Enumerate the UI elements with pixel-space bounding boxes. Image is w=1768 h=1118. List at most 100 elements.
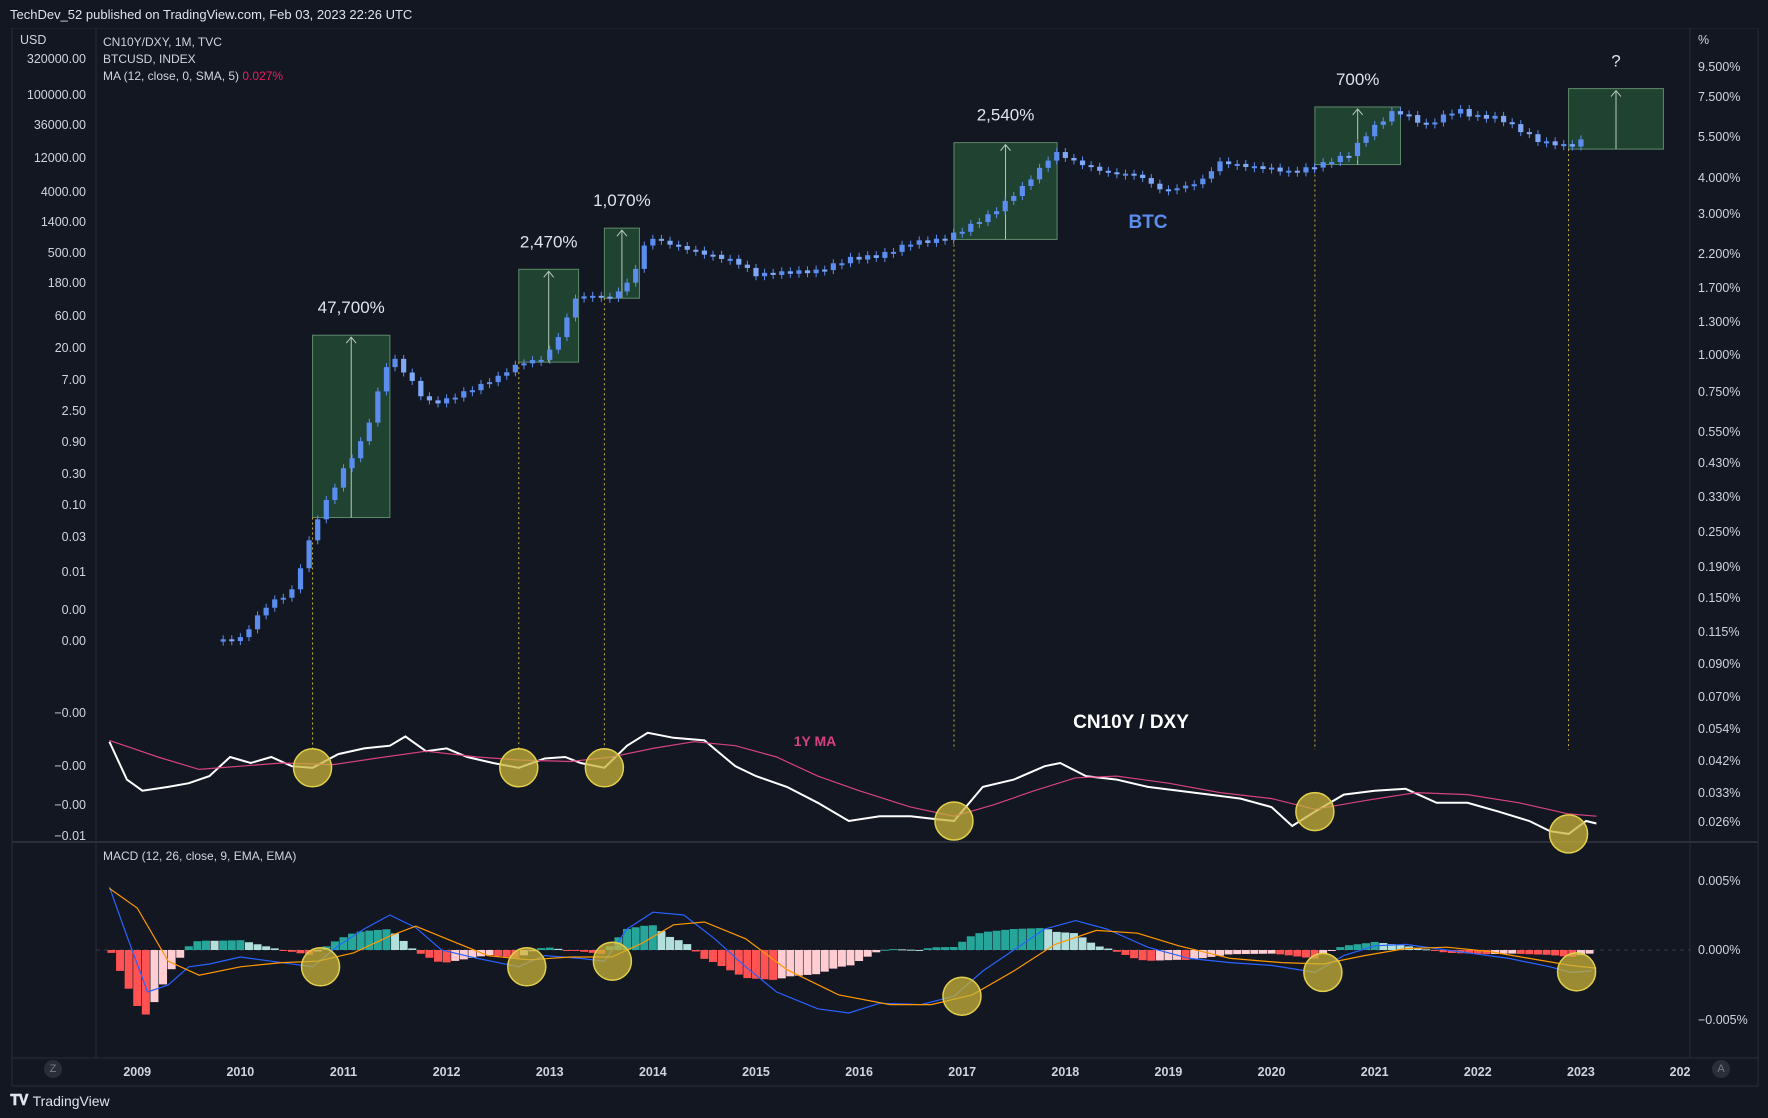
macd-histogram-bar	[1009, 929, 1018, 950]
macd-histogram-bar	[141, 950, 150, 1015]
btc-candle	[1492, 115, 1498, 119]
btc-candle	[1552, 141, 1558, 146]
gain-label: 2,540%	[977, 106, 1035, 125]
ratio-signal-circle	[292, 748, 333, 788]
left-axis-tick: 100000.00	[27, 88, 86, 102]
right-axis-tick: 0.430%	[1698, 456, 1740, 470]
left-axis-tick: 500.00	[48, 246, 86, 260]
macd-histogram-bar	[365, 930, 374, 950]
macd-histogram-bar	[941, 947, 950, 950]
macd-histogram-bar	[1482, 950, 1491, 955]
macd-histogram-bar	[1112, 950, 1121, 952]
macd-histogram-bar	[751, 950, 760, 979]
left-axis-tick: 320000.00	[27, 52, 86, 66]
btc-candle	[890, 251, 897, 254]
ma-label: 1Y MA	[794, 733, 837, 749]
macd-histogram-bar	[1585, 950, 1594, 954]
btc-candle	[486, 382, 493, 385]
ratio-label: CN10Y / DXY	[1073, 712, 1189, 733]
btc-candle	[1148, 178, 1154, 184]
btc-candle	[624, 282, 630, 292]
btc-candle	[332, 487, 338, 500]
right-axis-tick: 1.700%	[1698, 281, 1740, 295]
right-axis-tick: 7.500%	[1698, 90, 1740, 104]
btc-candle	[1174, 188, 1180, 191]
legend-macd[interactable]: MACD (12, 26, close, 9, EMA, EMA)	[103, 849, 297, 863]
macd-histogram-bar	[279, 950, 288, 951]
macd-histogram-bar	[1319, 950, 1328, 954]
macd-histogram-bar	[201, 940, 210, 950]
brand-label: TradingView	[32, 1092, 110, 1109]
left-axis-tick: 0.00	[62, 634, 86, 648]
macd-histogram-bar	[898, 949, 907, 951]
btc-candle	[633, 268, 639, 283]
macd-histogram-bar	[863, 950, 872, 957]
macd-histogram-bar	[502, 950, 511, 957]
time-axis-tick: 2016	[845, 1065, 873, 1079]
btc-candle	[461, 391, 467, 398]
macd-histogram-bar	[1448, 950, 1457, 953]
right-axis-tick: 0.033%	[1698, 786, 1740, 800]
tradingview-brand[interactable]: 𝐓𝐕 TradingView	[10, 1092, 110, 1109]
btc-candle	[297, 568, 304, 590]
btc-candle	[942, 238, 948, 241]
btc-candle	[650, 238, 656, 246]
left-axis-tick: 0.90	[62, 435, 86, 449]
btc-candle	[925, 240, 931, 243]
btc-candle	[1105, 170, 1111, 173]
macd-histogram-bar	[468, 950, 477, 958]
macd-histogram-bar	[1413, 947, 1422, 950]
btc-candle	[1140, 174, 1146, 179]
btc-candle	[254, 615, 261, 630]
macd-histogram-bar	[1216, 950, 1225, 956]
time-axis-tick: 2013	[536, 1065, 564, 1079]
macd-histogram-bar	[932, 947, 941, 950]
legend-btc[interactable]: BTCUSD, INDEX	[103, 52, 196, 66]
legend-symbol[interactable]: CN10Y/DXY, 1M, TVC	[103, 35, 222, 49]
macd-histogram-bar	[159, 950, 168, 985]
time-axis-tick: 2014	[639, 1065, 667, 1079]
btc-candle	[710, 254, 716, 257]
left-axis-tick: 1400.00	[41, 215, 86, 229]
btc-candle	[1260, 166, 1266, 170]
macd-histogram-bar	[1198, 950, 1207, 959]
macd-histogram-bar	[1026, 928, 1035, 950]
macd-histogram-bar	[769, 950, 778, 980]
btc-candle	[1002, 200, 1008, 212]
macd-histogram-bar	[1301, 950, 1310, 958]
macd-histogram-bar	[691, 950, 700, 952]
macd-histogram-bar	[554, 948, 563, 950]
btc-candle	[847, 256, 854, 264]
macd-histogram-bar	[1155, 950, 1164, 961]
right-axis-tick: 0.042%	[1698, 754, 1740, 768]
btc-candle	[547, 349, 553, 360]
macd-histogram-bar	[442, 950, 451, 963]
tradingview-logo-icon: 𝐓𝐕	[10, 1092, 29, 1109]
btc-candle	[590, 295, 596, 298]
btc-candle	[916, 240, 922, 245]
macd-signal-circle	[1556, 952, 1597, 992]
macd-histogram-bar	[1147, 950, 1156, 961]
left-axis-tick: −0.00	[54, 759, 86, 773]
legend-ma[interactable]: MA (12, close, 0, SMA, 5) 0.027%	[103, 68, 283, 85]
auto-scale-button[interactable]: A	[1712, 1060, 1730, 1078]
log-scale-button-left[interactable]: Z	[44, 1060, 62, 1078]
btc-candle	[1114, 172, 1120, 175]
btc-candle	[478, 383, 484, 391]
ratio-signal-circle	[934, 801, 974, 841]
macd-histogram-bar	[726, 950, 735, 971]
btc-candle	[1243, 163, 1249, 168]
btc-candle	[1303, 167, 1309, 173]
macd-histogram-bar	[133, 950, 142, 1006]
macd-histogram-bar	[760, 950, 769, 980]
btc-candle	[1406, 114, 1412, 117]
macd-histogram-bar	[958, 941, 967, 950]
btc-candle	[770, 272, 776, 275]
btc-candle	[1036, 167, 1043, 180]
right-axis-tick: 5.500%	[1698, 130, 1740, 144]
macd-histogram-bar	[339, 937, 348, 950]
btc-candle	[512, 364, 518, 373]
macd-histogram-bar	[451, 950, 460, 961]
btc-candle	[1062, 152, 1068, 158]
